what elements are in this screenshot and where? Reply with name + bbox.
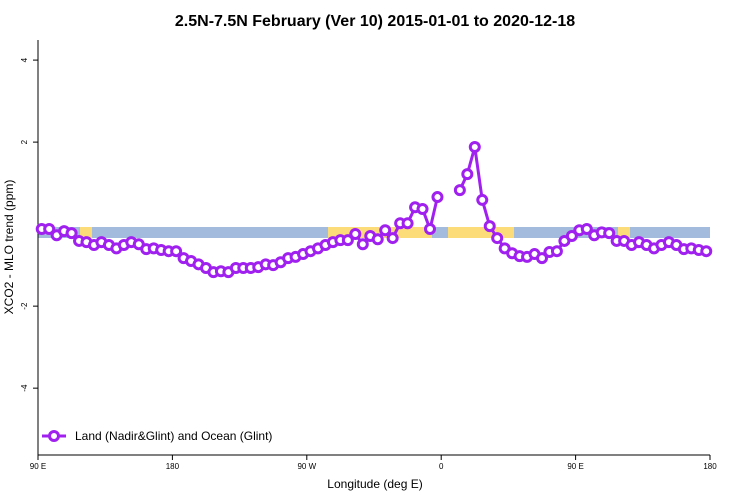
point [341,234,354,247]
land-band [448,227,514,238]
point [580,223,593,236]
x-tick-label: 0 [439,462,444,471]
x-tick-label: 90 E [30,462,46,471]
point [453,184,466,197]
y-tick-label: 4 [20,57,29,62]
point [401,217,414,230]
y-tick-label: -4 [20,384,29,392]
x-tick-label: 180 [166,462,180,471]
point [371,233,384,246]
point [431,191,444,204]
land-band [80,227,92,238]
point [170,245,183,258]
legend-label: Land (Nadir&Glint) and Ocean (Glint) [75,429,272,443]
point [416,202,429,215]
point [565,230,578,243]
x-tick-label: 90 W [297,462,316,471]
point [603,227,616,240]
point [349,227,362,240]
land-band [618,227,630,238]
point [491,232,504,245]
chart-title: 2.5N-7.5N February (Ver 10) 2015-01-01 t… [175,13,575,30]
point [483,220,496,233]
point [536,252,548,265]
point [65,227,78,240]
legend-marker [48,430,60,442]
point [468,141,481,154]
legend: Land (Nadir&Glint) and Ocean (Glint) [42,429,272,443]
y-tick-label: 2 [20,139,29,144]
point [476,193,489,206]
point [424,223,436,236]
point [386,232,399,245]
point [356,238,369,251]
x-axis-label: Longitude (deg E) [327,477,422,491]
x-tick-label: 180 [703,462,717,471]
series-line [41,146,707,274]
point [461,168,474,181]
point [379,224,392,237]
point [43,223,56,236]
point [550,245,563,258]
y-tick-label: -2 [20,302,29,310]
point [700,245,713,258]
x-tick-label: 90 E [567,462,583,471]
y-axis-label: XCO2 - MLO trend (ppm) [2,180,16,315]
